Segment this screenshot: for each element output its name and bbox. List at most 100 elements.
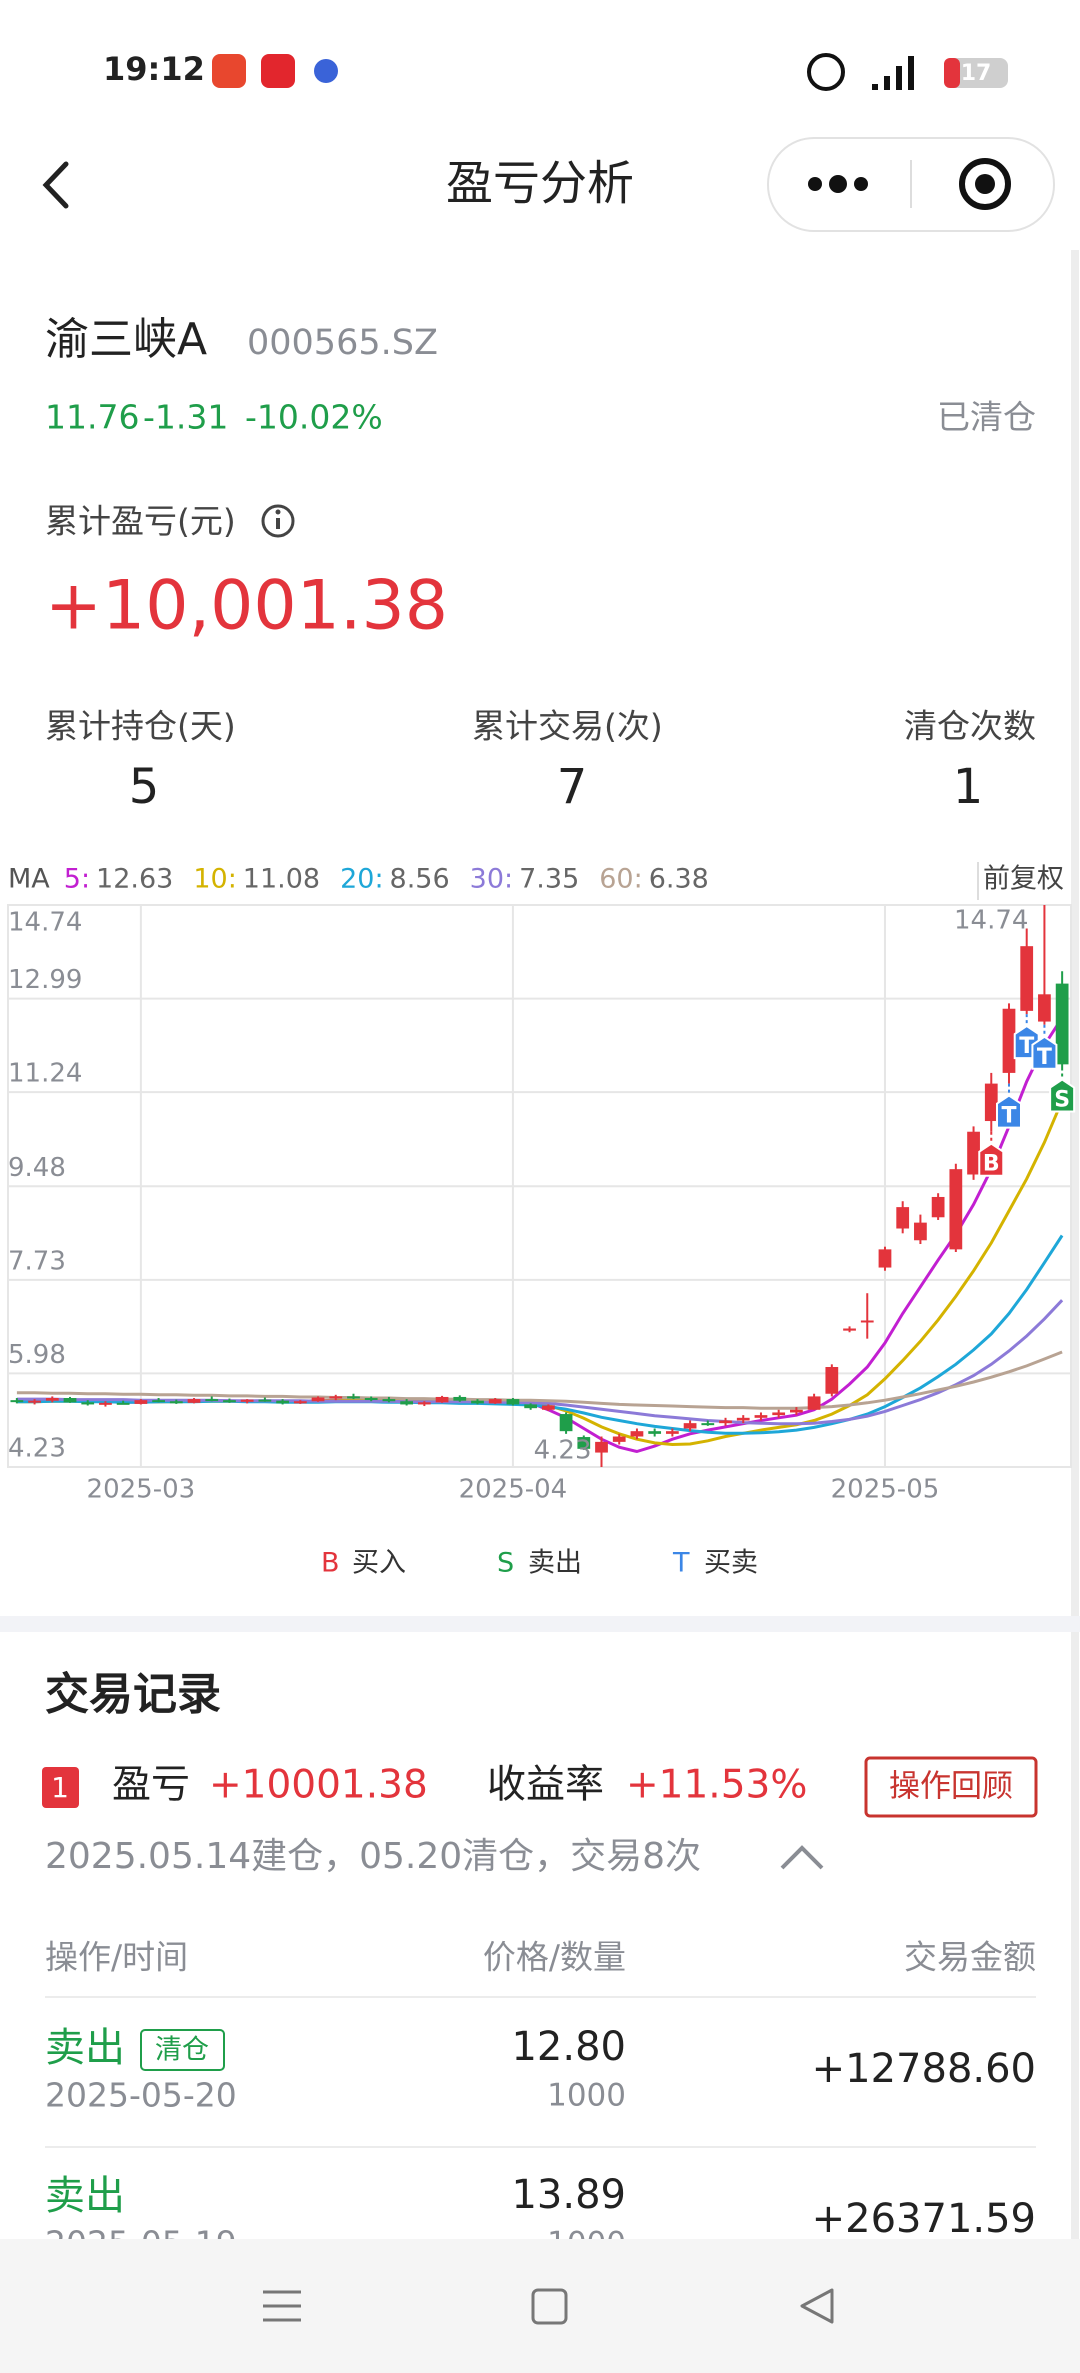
candle-body	[595, 1441, 608, 1453]
alarm-icon	[807, 53, 845, 91]
pnl-value: +10,001.38	[45, 567, 448, 646]
row-tag	[140, 2029, 225, 2071]
y-tick-label: 5.98	[8, 1340, 66, 1370]
collapse-icon[interactable]	[780, 1845, 824, 1870]
legend-symbol: T	[672, 1548, 690, 1579]
candle-body	[400, 1401, 414, 1405]
candle-body	[453, 1396, 467, 1401]
candle-body	[240, 1399, 254, 1402]
back-nav-button[interactable]	[800, 2288, 834, 2324]
candle-body	[559, 1414, 573, 1432]
adjust-label[interactable]: 前复权	[983, 864, 1064, 895]
x-tick-label: 2025-03	[87, 1475, 196, 1505]
trade-marker	[995, 1094, 1022, 1129]
candle-body	[329, 1396, 343, 1399]
record-rate-label: 收益率	[487, 1763, 604, 1808]
trade-marker	[1049, 1078, 1076, 1113]
candle-body	[683, 1423, 697, 1429]
candle-body	[311, 1397, 325, 1402]
candle-body	[364, 1398, 378, 1401]
ma-legend-value: 11.08	[243, 864, 320, 895]
record-badge	[42, 1767, 79, 1808]
stock-change: -1.31	[143, 398, 228, 437]
candle-body	[205, 1399, 219, 1402]
candle-body	[825, 1367, 839, 1394]
y-tick-label: 11.24	[8, 1059, 82, 1089]
stock-name: 渝三峡A	[45, 314, 207, 365]
app-icon	[261, 54, 295, 88]
records-title: 交易记录	[45, 1669, 221, 1720]
section-gap	[0, 1616, 1080, 1632]
trade-marker-text: T	[1001, 1104, 1016, 1129]
close-button[interactable]	[959, 158, 1011, 210]
record-pnl: +10001.38	[209, 1763, 428, 1808]
candle-body	[28, 1400, 41, 1403]
nav-title: 盈亏分析	[446, 157, 634, 212]
high-label: 14.74	[954, 906, 1028, 936]
candle-body	[169, 1401, 183, 1404]
legend-symbol: B	[321, 1548, 340, 1579]
candle-body	[1002, 1008, 1016, 1073]
low-label: 4.23	[534, 1436, 592, 1466]
ma-legend-value: 8.56	[390, 864, 450, 895]
candle-body	[701, 1423, 715, 1426]
candle-body	[45, 1398, 59, 1401]
ma-legend-name: 20:	[340, 864, 383, 895]
position-status: 已清仓	[937, 398, 1036, 437]
records: 交易记录 1 盈亏 +10001.38 收益率 +11.53% 操作回顾 202…	[42, 1669, 1038, 2262]
candle-body	[648, 1431, 662, 1434]
home-button[interactable]	[531, 2288, 568, 2325]
record-rate: +11.53%	[626, 1763, 807, 1808]
review-button[interactable]	[864, 1756, 1038, 1818]
trade-marker-text: T	[1019, 1034, 1034, 1059]
signal-icon	[872, 56, 914, 90]
candle-body	[152, 1400, 165, 1403]
row-date: 2025-05-20	[45, 2076, 237, 2115]
candle-body	[541, 1405, 555, 1410]
candle-body	[1055, 983, 1069, 1065]
battery-text: 17	[961, 61, 992, 86]
candle-body	[754, 1415, 768, 1418]
candle-body	[63, 1398, 77, 1403]
ma-label: MA	[8, 864, 50, 895]
candle-body	[665, 1431, 679, 1434]
candle-body	[577, 1437, 591, 1449]
stat-label: 清仓次数	[904, 707, 1036, 746]
candle-body	[187, 1399, 201, 1403]
candle-body	[878, 1249, 892, 1268]
candle-body	[860, 1320, 874, 1323]
scrollbar	[1071, 250, 1079, 2240]
legend-symbol: S	[497, 1548, 514, 1579]
info-icon[interactable]	[261, 504, 295, 538]
row-amount: +26371.59	[812, 2196, 1036, 2242]
candle-body	[347, 1396, 360, 1399]
back-button[interactable]	[42, 161, 69, 209]
trade-legend: B 买入 S 卖出 T 买卖	[321, 1548, 758, 1579]
candle-body	[1020, 946, 1034, 1011]
candle-body	[223, 1400, 236, 1403]
candle-body	[790, 1409, 803, 1413]
menu-button[interactable]	[263, 2290, 301, 2322]
stat-value: 7	[557, 759, 588, 815]
stock-price: 11.76	[45, 398, 139, 437]
review-button-text[interactable]: 操作回顾	[889, 1769, 1013, 1805]
candle-body	[81, 1402, 95, 1405]
candle-body	[612, 1436, 626, 1442]
legend-label: 卖出	[528, 1548, 582, 1579]
x-tick-label: 2025-05	[831, 1475, 940, 1505]
y-tick-label: 4.23	[8, 1434, 66, 1464]
ma-line	[16, 1016, 1064, 1454]
table-header: 价格/数量	[483, 1938, 626, 1977]
trade-marker-text: B	[983, 1152, 1000, 1177]
candle-body	[417, 1402, 431, 1405]
more-button[interactable]	[808, 175, 868, 193]
trade-marker-text: T	[1037, 1045, 1052, 1070]
ma-legend-value: 12.63	[96, 864, 173, 895]
y-tick-label: 12.99	[8, 965, 82, 995]
candle-body	[293, 1401, 307, 1404]
candle-body	[772, 1412, 786, 1416]
row-qty: 1000	[547, 2226, 626, 2262]
candle-body	[949, 1169, 963, 1250]
ma-legend-name: 60:	[599, 864, 642, 895]
row-amount: +12788.60	[812, 2046, 1036, 2092]
